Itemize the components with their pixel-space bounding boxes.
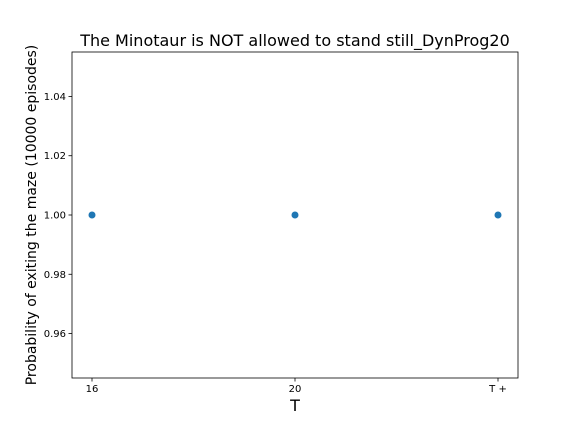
x-axis: 16 20 T +: [86, 378, 507, 395]
y-axis: 0.96 0.98 1.00 1.02 1.04: [44, 92, 72, 340]
y-tick-label: 0.96: [44, 329, 66, 340]
y-tick-label: 1.02: [44, 151, 66, 162]
x-tick-label: T +: [488, 384, 507, 395]
x-tick-label: 16: [86, 384, 99, 395]
data-point: [291, 211, 299, 219]
data-point: [88, 211, 96, 219]
y-tick-label: 1.00: [44, 211, 66, 222]
data-point: [494, 211, 502, 219]
x-axis-label: T: [289, 396, 300, 415]
chart-title: The Minotaur is NOT allowed to stand sti…: [79, 31, 510, 51]
data-points: [88, 211, 502, 219]
x-tick-label: 20: [289, 384, 302, 395]
y-tick-label: 0.98: [44, 270, 66, 281]
y-tick-label: 1.04: [44, 92, 66, 103]
y-axis-label: Probability of exiting the maze (10000 e…: [24, 45, 40, 386]
